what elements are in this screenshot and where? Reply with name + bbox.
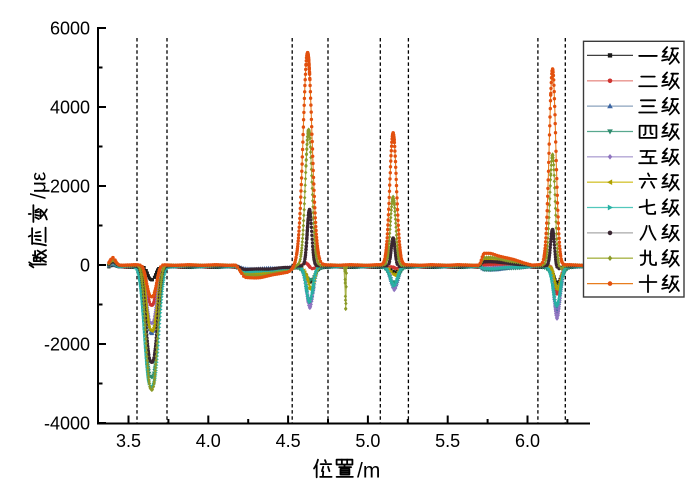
svg-text:6000: 6000 [50,18,90,38]
svg-text:2000: 2000 [50,176,90,196]
svg-text:4.5: 4.5 [276,431,301,451]
svg-text:/m: /m [357,460,380,483]
svg-text:3.5: 3.5 [116,431,141,451]
svg-text:5.5: 5.5 [435,431,460,451]
svg-text:6.0: 6.0 [515,431,540,451]
svg-text:4.0: 4.0 [196,431,221,451]
svg-text:0: 0 [80,255,90,275]
svg-text:/με: /με [28,172,51,199]
svg-text:5.0: 5.0 [355,431,380,451]
svg-text:-2000: -2000 [44,334,90,354]
svg-text:-4000: -4000 [44,413,90,433]
svg-text:4000: 4000 [50,97,90,117]
